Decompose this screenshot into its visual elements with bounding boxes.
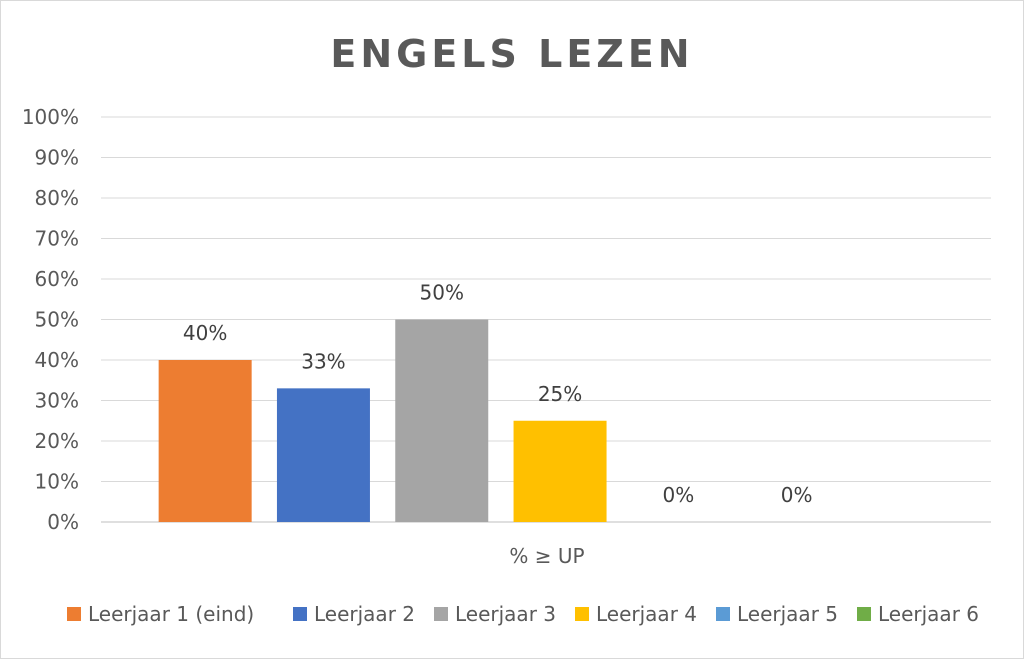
legend-entry: Leerjaar 2 <box>314 602 415 626</box>
legend-entry: Leerjaar 3 <box>455 602 556 626</box>
bar <box>158 360 252 522</box>
y-tick-label: 10% <box>35 470 79 494</box>
legend-swatch <box>716 607 730 621</box>
data-label: 0% <box>662 483 694 507</box>
bar <box>276 388 370 522</box>
legend-entry: Leerjaar 6 <box>878 602 979 626</box>
chart-title: ENGELS LEZEN <box>330 32 693 76</box>
y-tick-label: 40% <box>35 348 79 372</box>
legend-swatch <box>293 607 307 621</box>
data-label: 25% <box>538 382 582 406</box>
bar <box>395 319 489 522</box>
y-tick-label: 30% <box>35 389 79 413</box>
legend-entry: Leerjaar 5 <box>737 602 838 626</box>
bar <box>513 420 607 522</box>
y-tick-label: 60% <box>35 267 79 291</box>
y-tick-label: 70% <box>35 227 79 251</box>
legend: Leerjaar 1 (eind) Leerjaar 2 Leerjaar 3 Lee… <box>67 602 979 626</box>
legend-entry: Leerjaar 1 (eind) <box>88 602 254 626</box>
y-tick-label: 90% <box>35 146 79 170</box>
legend-swatch <box>575 607 589 621</box>
bars <box>158 319 607 522</box>
legend-swatch <box>67 607 81 621</box>
y-tick-label: 20% <box>35 429 79 453</box>
data-label: 0% <box>781 483 813 507</box>
legend-swatch <box>434 607 448 621</box>
legend-swatch <box>857 607 871 621</box>
y-tick-label: 100% <box>22 105 79 129</box>
x-category-label: % ≥ UP <box>509 544 584 568</box>
y-tick-label: 80% <box>35 186 79 210</box>
data-label: 33% <box>301 349 345 373</box>
y-tick-label: 50% <box>35 308 79 332</box>
legend-entry: Leerjaar 4 <box>596 602 697 626</box>
data-label: 50% <box>420 281 464 305</box>
data-labels: 40% 33% 50% 25% 0% 0% <box>183 281 813 508</box>
y-tick-label: 0% <box>47 510 79 534</box>
y-axis-ticks: 0% 10% 20% 30% 40% 50% 60% 70% 80% 90% 100% <box>22 105 79 534</box>
data-label: 40% <box>183 321 227 345</box>
